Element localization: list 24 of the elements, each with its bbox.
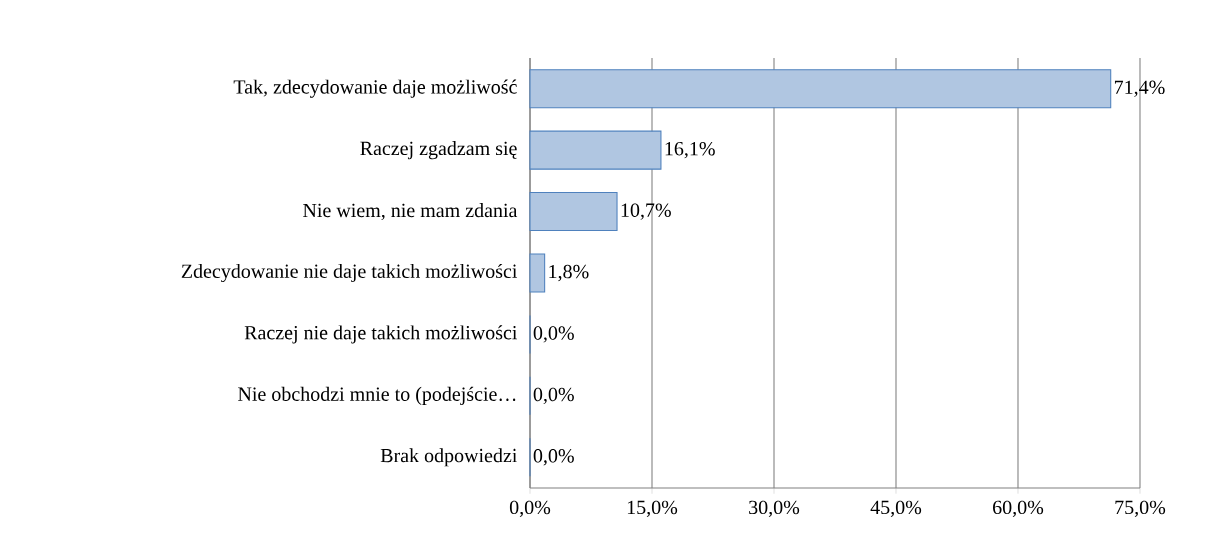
bar bbox=[529, 253, 546, 293]
data-label: 0,0% bbox=[533, 326, 574, 343]
data-label: 1,8% bbox=[549, 264, 589, 282]
data-label: 0,0% bbox=[533, 449, 574, 466]
bar bbox=[529, 192, 618, 232]
x-tick-label: 75,0% bbox=[1115, 500, 1166, 518]
y-tick-label: Brak odpowiedzi bbox=[380, 448, 517, 467]
x-tick-label: 45,0% bbox=[870, 500, 922, 518]
y-tick-label: Nie obchodzi mnie to (podejście… bbox=[238, 386, 516, 405]
x-tick-label: 60,0% bbox=[993, 500, 1044, 518]
data-label: 0,0% bbox=[533, 387, 574, 405]
y-tick-label: Raczej nie daje takich możliwości bbox=[244, 325, 518, 344]
data-label: 71,4% bbox=[1114, 80, 1165, 97]
x-tick-label: 15,0% bbox=[627, 500, 678, 518]
data-label: 10,7% bbox=[621, 203, 671, 220]
y-tick-label: Zdecydowanie nie daje takich możliwości bbox=[181, 263, 518, 283]
x-tick-label: 30,0% bbox=[749, 500, 800, 518]
y-tick-label: Nie wiem, nie mam zdania bbox=[303, 203, 518, 221]
data-label: 16,1% bbox=[665, 141, 715, 159]
x-tick-label: 0,0% bbox=[509, 500, 551, 518]
y-tick-label: Tak, zdecydowanie daje możliwość bbox=[233, 79, 517, 98]
y-tick-label: Raczej zgadzam się bbox=[360, 141, 517, 160]
bar bbox=[529, 130, 662, 170]
bar bbox=[529, 69, 1112, 109]
